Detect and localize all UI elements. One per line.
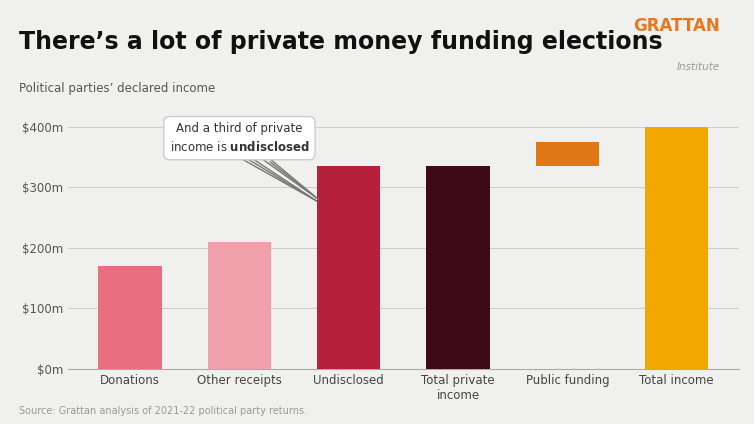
- Bar: [645, 127, 709, 369]
- Bar: [207, 242, 271, 369]
- Bar: [317, 166, 381, 369]
- Text: Political parties’ declared income: Political parties’ declared income: [19, 82, 215, 95]
- Bar: [98, 266, 162, 369]
- Text: Source: Grattan analysis of 2021-22 political party returns.: Source: Grattan analysis of 2021-22 poli…: [19, 405, 307, 416]
- Text: Institute: Institute: [677, 62, 720, 72]
- Text: And a third of private
income is $\bf{undisclosed}$: And a third of private income is $\bf{un…: [170, 123, 318, 199]
- Text: GRATTAN: GRATTAN: [633, 17, 720, 35]
- Text: There’s a lot of private money funding elections: There’s a lot of private money funding e…: [19, 30, 663, 54]
- Bar: [426, 166, 490, 369]
- Bar: [535, 142, 599, 166]
